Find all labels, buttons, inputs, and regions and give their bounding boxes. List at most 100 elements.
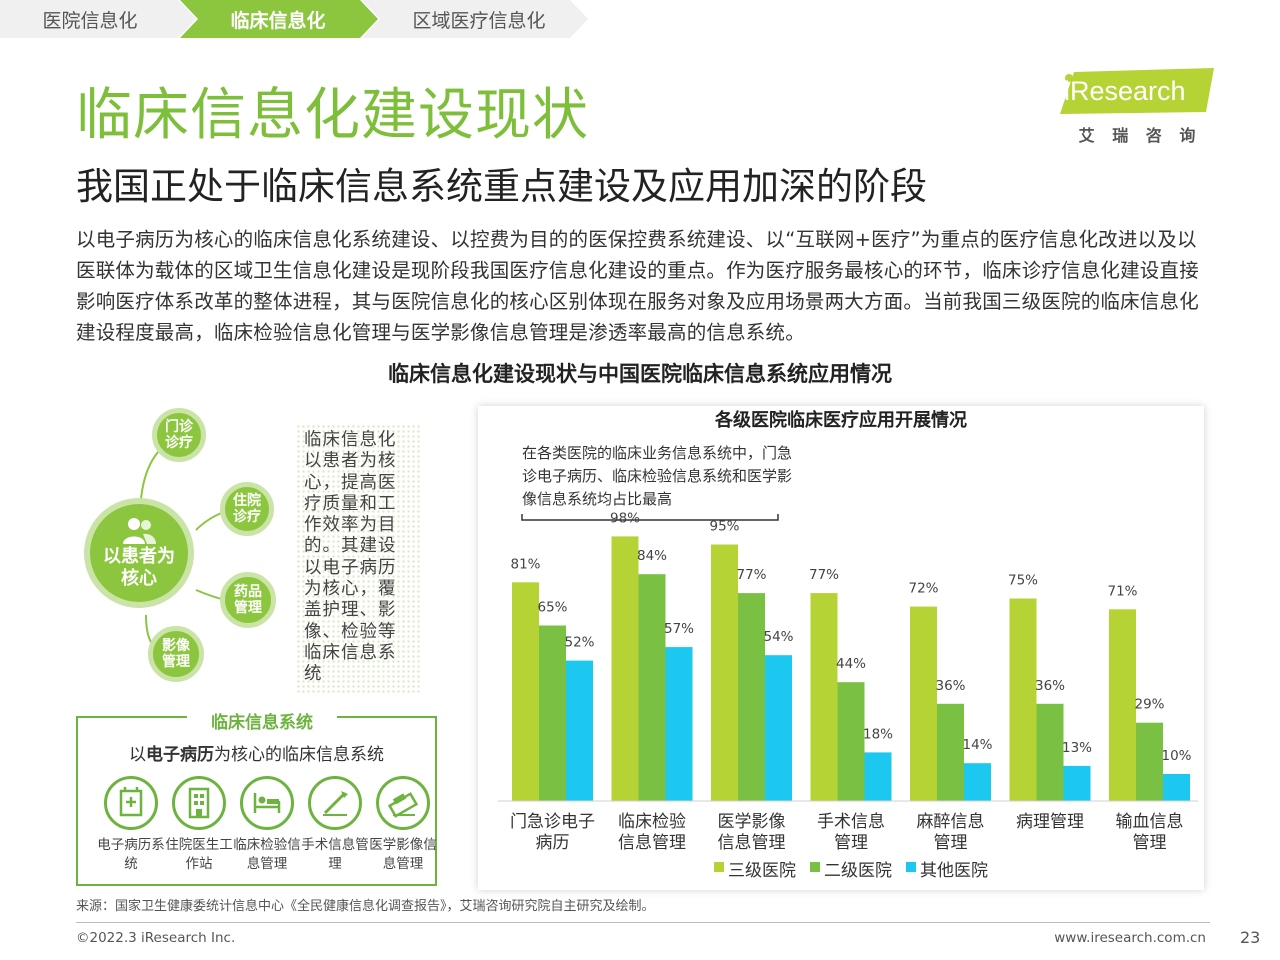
bar (738, 593, 765, 801)
legend-label: 二级医院 (824, 861, 892, 881)
chart-annotation-line: 诊电子病历、临床检验信息系统和医学影 (522, 467, 792, 485)
category-label: 输血信息 (1116, 812, 1184, 832)
clinical-system-subtitle: 以电子病历为核心的临床信息系统 (76, 740, 437, 765)
category-label: 医学影像 (718, 812, 786, 832)
data-label: 77% (736, 567, 766, 583)
node-outpatient: 门诊诊疗 (152, 408, 206, 462)
legend-label: 三级医院 (728, 861, 796, 881)
data-label: 65% (537, 600, 567, 616)
sys-label-ward: 住院医生工作站 (165, 837, 233, 872)
data-label: 44% (836, 656, 866, 672)
data-label: 81% (510, 556, 540, 572)
description-panel (296, 424, 420, 694)
data-label: 95% (709, 519, 739, 535)
page-subtitle: 我国正处于临床信息系统重点建设及应用加深的阶段 (76, 165, 927, 208)
category-label: 管理 (934, 833, 968, 853)
bar (864, 752, 892, 801)
category-label: 门急诊电子 (510, 812, 595, 832)
data-label: 14% (962, 737, 992, 753)
bar (837, 682, 865, 801)
scalpel-icon (308, 776, 362, 830)
chart-annotation-line: 在各类医院的临床业务信息系统中，门急 (522, 444, 792, 462)
breadcrumb-item-hospital[interactable]: 医院信息化 (42, 9, 138, 32)
data-label: 77% (809, 567, 839, 583)
bar (665, 647, 693, 801)
category-label: 病理管理 (1016, 812, 1084, 832)
subtitle-suffix: 为核心的临床信息系统 (214, 745, 384, 765)
bar (638, 574, 666, 801)
chart-annotation-line: 像信息系统均占比最高 (522, 490, 672, 508)
bar (810, 593, 838, 801)
sys-label-lab: 临床检验信息管理 (233, 837, 301, 872)
data-label: 13% (1062, 740, 1092, 756)
chart-title: 各级医院临床医疗应用开展情况 (714, 409, 967, 431)
logo-shape (1060, 68, 1214, 114)
hospital-bed-icon (240, 776, 294, 830)
sys-label-imaging: 医学影像信息管理 (369, 837, 437, 872)
bar (937, 703, 964, 801)
sys-label-surgery: 手术信息管理 (301, 837, 369, 872)
data-label: 52% (564, 635, 594, 651)
data-label: 54% (763, 629, 793, 645)
legend-swatch (714, 862, 724, 872)
category-label: 病历 (536, 833, 570, 853)
data-label: 75% (1008, 573, 1038, 589)
node-imaging: 影像管理 (148, 626, 204, 682)
category-label: 信息管理 (618, 833, 686, 853)
bar (566, 660, 593, 801)
category-label: 临床检验 (618, 812, 686, 832)
legend-label: 其他医院 (920, 861, 988, 881)
category-label: 管理 (1133, 833, 1167, 853)
data-label: 84% (637, 548, 667, 564)
bar (711, 544, 738, 801)
data-label: 29% (1134, 697, 1164, 713)
data-label: 36% (1035, 678, 1065, 694)
source-note: 来源：国家卫生健康委统计信息中心《全民健康信息化调查报告》，艾瑞咨询研究院自主研… (76, 899, 655, 914)
logo-brand: iResearch (1064, 76, 1186, 106)
bar (1036, 703, 1064, 801)
scanner-icon (376, 776, 430, 830)
data-label: 72% (908, 581, 938, 597)
bar (765, 655, 792, 801)
bar (910, 606, 937, 801)
bar (1063, 765, 1091, 801)
clinical-system-title: 临床信息系统 (187, 708, 337, 733)
data-label: 98% (610, 510, 640, 526)
page-number: 23 (1240, 928, 1261, 947)
annotation-bracket (521, 514, 779, 521)
bar (1163, 774, 1190, 801)
node-pharmacy: 药品管理 (220, 572, 276, 628)
breadcrumb-shapes (0, 0, 588, 38)
logo-cn: 艾 瑞 咨 询 (1078, 126, 1202, 145)
category-label: 麻醉信息 (917, 812, 985, 832)
bar (611, 536, 639, 801)
legend-swatch (906, 862, 916, 872)
node-inpatient: 住院诊疗 (220, 482, 274, 536)
bar (1109, 609, 1136, 801)
medical-record-icon (104, 776, 158, 830)
category-label: 管理 (834, 833, 868, 853)
page-title: 临床信息化建设现状 (76, 83, 589, 148)
bar-chart: 各级医院临床医疗应用开展情况在各类医院的临床业务信息系统中，门急诊电子病历、临床… (498, 409, 1198, 881)
chart-card: 各级医院临床医疗应用开展情况在各类医院的临床业务信息系统中，门急 诊电子病历、临床… (478, 406, 1204, 890)
footer-divider (76, 922, 1210, 923)
footer-website[interactable]: www.iresearch.com.cn (1054, 930, 1206, 946)
bar (539, 625, 566, 801)
breadcrumb-item-clinical[interactable]: 临床信息化 (230, 9, 326, 32)
bar (1009, 598, 1037, 801)
patient-center-circle: 以患者为核心 (84, 498, 194, 608)
center-label: 以患者为核心 (103, 546, 175, 589)
section-title: 临床信息化建设现状与中国医院临床信息系统应用情况 (388, 362, 892, 386)
hospital-building-icon (172, 776, 226, 830)
category-label: 信息管理 (718, 833, 786, 853)
data-label: 36% (935, 678, 965, 694)
intro-paragraph: 以电子病历为核心的临床信息化系统建设、以控费为目的的医保控费系统建设、以“互联网… (76, 228, 1199, 344)
patient-icon (123, 518, 156, 544)
breadcrumb-item-regional[interactable]: 区域医疗信息化 (412, 9, 546, 32)
description-text: 临床信息化以患者为核心，提高医疗质量和工作效率为目的。其建设以电子病历为核心，覆… (304, 430, 397, 685)
bar (512, 582, 539, 801)
bar (1136, 722, 1163, 801)
iresearch-logo: iResearch 艾 瑞 咨 询 (1060, 68, 1220, 148)
data-label: 71% (1107, 583, 1137, 599)
footer-copyright: ©2022.3 iResearch Inc. (76, 930, 236, 946)
